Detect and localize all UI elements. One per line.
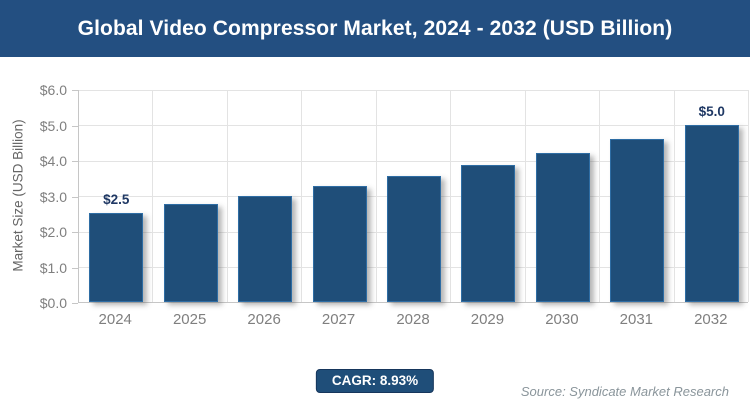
bar-2032	[684, 124, 739, 302]
y-tick-label: $3.0	[39, 188, 67, 205]
y-tick-mark	[72, 267, 78, 269]
y-tick-mark	[72, 303, 78, 304]
x-tick-label-2024: 2024	[98, 311, 132, 328]
v-gridline	[301, 90, 303, 302]
v-gridline	[673, 90, 675, 302]
v-gridline	[226, 90, 228, 302]
title-bar: Global Video Compressor Market, 2024 - 2…	[0, 0, 750, 57]
v-gridline	[748, 90, 749, 302]
source-text: Source: Syndicate Market Research	[520, 384, 729, 399]
x-tick-label-2025: 2025	[172, 311, 207, 328]
y-tick-label: $4.0	[39, 153, 67, 169]
y-tick-label: $2.0	[39, 224, 67, 240]
x-tick-label-2031: 2031	[619, 311, 654, 328]
chart-title: Global Video Compressor Market, 2024 - 2…	[77, 16, 673, 40]
y-tick-mark	[72, 161, 78, 162]
y-tick-label: $5.0	[39, 117, 67, 134]
x-tick-label-2027: 2027	[321, 311, 356, 328]
x-tick-label-2028: 2028	[396, 311, 430, 328]
v-gridline	[375, 90, 377, 302]
bar-value-label-2024: $2.5	[103, 192, 130, 208]
h-gridline	[79, 160, 748, 162]
y-tick-label: $6.0	[39, 82, 67, 98]
h-gridline	[79, 90, 748, 91]
bar-2025	[163, 204, 218, 302]
bar-value-label-2032: $5.0	[698, 103, 725, 119]
y-tick-label: $0.0	[39, 295, 67, 311]
v-gridline	[152, 90, 154, 302]
y-tick-label: $1.0	[39, 259, 67, 276]
x-tick-label-2030: 2030	[545, 311, 579, 328]
bar-2030	[535, 152, 590, 302]
bar-2029	[461, 164, 516, 302]
v-gridline	[524, 90, 526, 302]
h-gridline	[79, 125, 748, 126]
bar-2027	[312, 185, 367, 302]
y-tick-mark	[72, 125, 78, 127]
v-gridline	[599, 90, 601, 302]
x-tick-label-2032: 2032	[694, 311, 728, 328]
x-tick-label-2029: 2029	[470, 311, 505, 328]
plot-area: $2.5 $5.0	[72, 90, 749, 304]
y-tick-mark	[72, 232, 78, 233]
x-tick-label-2026: 2026	[247, 311, 281, 328]
bar-2028	[387, 175, 441, 302]
y-tick-mark	[72, 196, 78, 198]
y-tick-mark	[72, 90, 78, 91]
v-gridline	[450, 90, 452, 302]
cagr-badge: CAGR: 8.93%	[315, 369, 435, 393]
bar-2026	[238, 195, 293, 302]
bar-2031	[610, 139, 665, 302]
bar-2024	[89, 213, 144, 302]
